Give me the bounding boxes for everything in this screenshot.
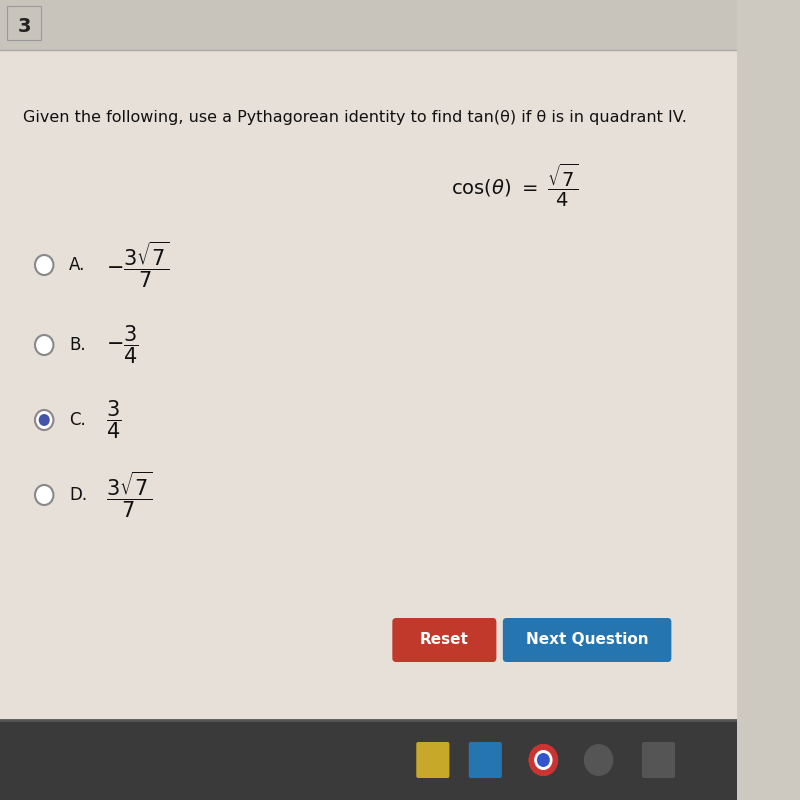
Text: $-\dfrac{3}{4}$: $-\dfrac{3}{4}$: [106, 324, 138, 366]
Text: Reset: Reset: [420, 633, 469, 647]
Text: A.: A.: [69, 256, 86, 274]
Bar: [0, 720, 737, 800]
Circle shape: [537, 753, 550, 767]
Circle shape: [35, 335, 54, 355]
FancyBboxPatch shape: [469, 742, 502, 778]
Bar: [7, 6, 41, 40]
Bar: [0, 0, 737, 50]
FancyBboxPatch shape: [392, 618, 496, 662]
Bar: [0, 50, 737, 720]
Circle shape: [529, 744, 558, 776]
Circle shape: [584, 744, 614, 776]
Text: Next Question: Next Question: [526, 633, 649, 647]
Circle shape: [35, 410, 54, 430]
Circle shape: [529, 744, 558, 776]
Circle shape: [35, 485, 54, 505]
Circle shape: [35, 255, 54, 275]
Text: C.: C.: [69, 411, 86, 429]
Text: $\dfrac{3\sqrt{7}}{7}$: $\dfrac{3\sqrt{7}}{7}$: [106, 470, 152, 520]
Text: 3: 3: [17, 18, 30, 37]
Circle shape: [38, 414, 50, 426]
Text: D.: D.: [69, 486, 87, 504]
Text: B.: B.: [69, 336, 86, 354]
FancyBboxPatch shape: [503, 618, 671, 662]
FancyBboxPatch shape: [642, 742, 675, 778]
Text: $\dfrac{3}{4}$: $\dfrac{3}{4}$: [106, 398, 121, 442]
Text: $-\dfrac{3\sqrt{7}}{7}$: $-\dfrac{3\sqrt{7}}{7}$: [106, 240, 170, 290]
Circle shape: [534, 750, 553, 770]
Text: Given the following, use a Pythagorean identity to find tan(θ) if θ is in quadra: Given the following, use a Pythagorean i…: [23, 110, 687, 125]
Text: $\cos(\theta)\ =\ \dfrac{\sqrt{7}}{4}$: $\cos(\theta)\ =\ \dfrac{\sqrt{7}}{4}$: [451, 162, 578, 209]
FancyBboxPatch shape: [416, 742, 450, 778]
